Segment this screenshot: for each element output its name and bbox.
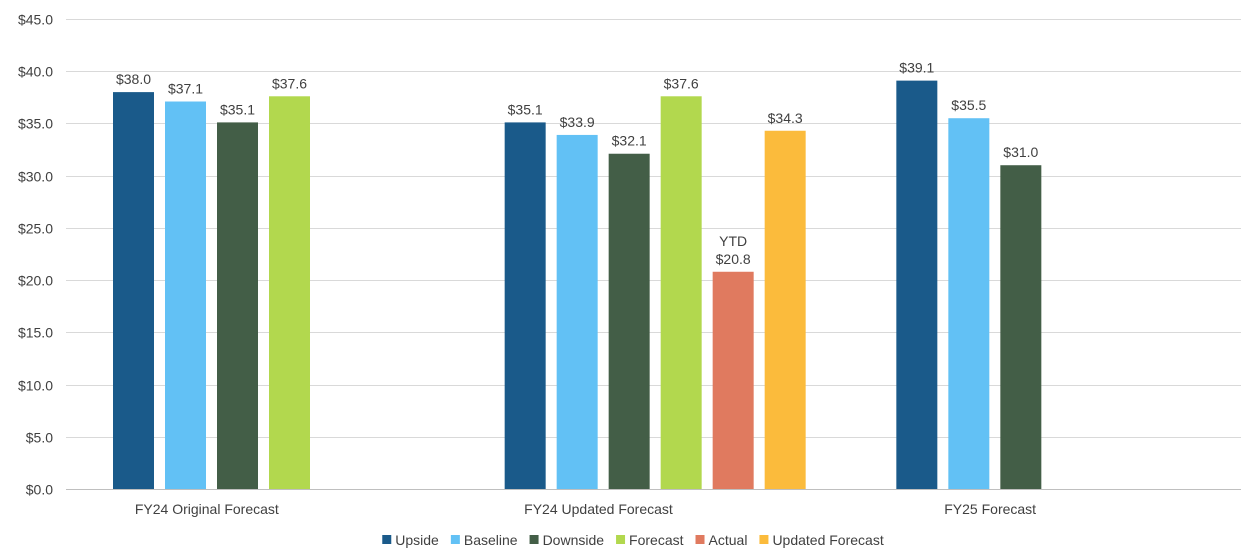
legend-label: Updated Forecast: [772, 532, 883, 548]
legend-item: Updated Forecast: [759, 532, 884, 548]
bar: [896, 80, 938, 489]
bar: [712, 271, 754, 489]
legend-swatch: [382, 535, 392, 544]
x-axis-category-labels: FY24 Original Forecast FY24 Updated Forec…: [135, 501, 1036, 517]
legend-item: Actual: [695, 532, 748, 548]
bar: [660, 96, 702, 490]
data-label: $34.3: [768, 110, 803, 126]
data-label: $38.0: [116, 71, 151, 87]
legend-label: Actual: [709, 532, 748, 548]
y-tick-label: $0.0: [26, 482, 53, 498]
y-tick-label: $25.0: [18, 221, 53, 237]
x-category-label: FY24 Updated Forecast: [524, 501, 673, 517]
bar: [269, 96, 310, 490]
data-labels: $38.0 $37.1 $35.1 $37.6 $35.1 $33.9 $32.1 $37.6…: [116, 60, 1039, 267]
legend-swatch: [616, 535, 626, 544]
legend-swatch: [695, 535, 705, 544]
y-axis-tick-labels: $0.0 $5.0 $10.0 $15.0 $20.0 $25.0 $30.0 $35.0 $4…: [18, 12, 53, 498]
data-label: $31.0: [1003, 144, 1038, 160]
y-tick-label: $10.0: [18, 378, 53, 394]
legend-swatch: [759, 535, 769, 544]
legend-item: Baseline: [450, 532, 518, 548]
y-tick-label: $45.0: [18, 12, 53, 28]
bar: [948, 118, 990, 489]
bar: [504, 122, 546, 490]
bar: [1000, 165, 1042, 489]
y-tick-label: $35.0: [18, 116, 53, 132]
bar: [113, 92, 154, 489]
bars: [113, 80, 1042, 490]
y-tick-label: $20.0: [18, 273, 53, 289]
legend: Upside Baseline Downside Forecast Actual Upda…: [382, 532, 884, 548]
y-tick-label: $15.0: [18, 325, 53, 341]
x-category-label: FY24 Original Forecast: [135, 501, 279, 517]
data-label-prefix: YTD: [719, 233, 747, 249]
legend-item: Upside: [382, 532, 439, 548]
data-label: $35.1: [220, 101, 255, 117]
legend-swatch: [450, 535, 460, 544]
legend-label: Downside: [543, 532, 605, 548]
bar: [165, 101, 206, 489]
y-tick-label: $40.0: [18, 64, 53, 80]
data-label: $32.1: [612, 133, 647, 149]
bar: [608, 153, 650, 489]
legend-label: Baseline: [464, 532, 518, 548]
y-tick-label: $5.0: [26, 430, 53, 446]
legend-item: Forecast: [616, 532, 684, 548]
data-label: $37.6: [664, 75, 699, 91]
bar: [556, 134, 598, 489]
legend-item: Downside: [529, 532, 605, 548]
bar: [764, 130, 806, 489]
gridlines: [66, 19, 1241, 490]
x-category-label: FY25 Forecast: [944, 501, 1036, 517]
bar: [217, 122, 258, 490]
data-label: $39.1: [899, 60, 934, 76]
legend-swatch: [529, 535, 539, 544]
legend-label: Forecast: [629, 532, 684, 548]
data-label: $35.5: [951, 97, 986, 113]
data-label: $20.8: [716, 251, 751, 267]
data-label: $37.1: [168, 81, 203, 97]
data-label: $37.6: [272, 75, 307, 91]
data-label: $33.9: [560, 114, 595, 130]
legend-label: Upside: [395, 532, 439, 548]
data-label: $35.1: [508, 101, 543, 117]
y-tick-label: $30.0: [18, 169, 53, 185]
